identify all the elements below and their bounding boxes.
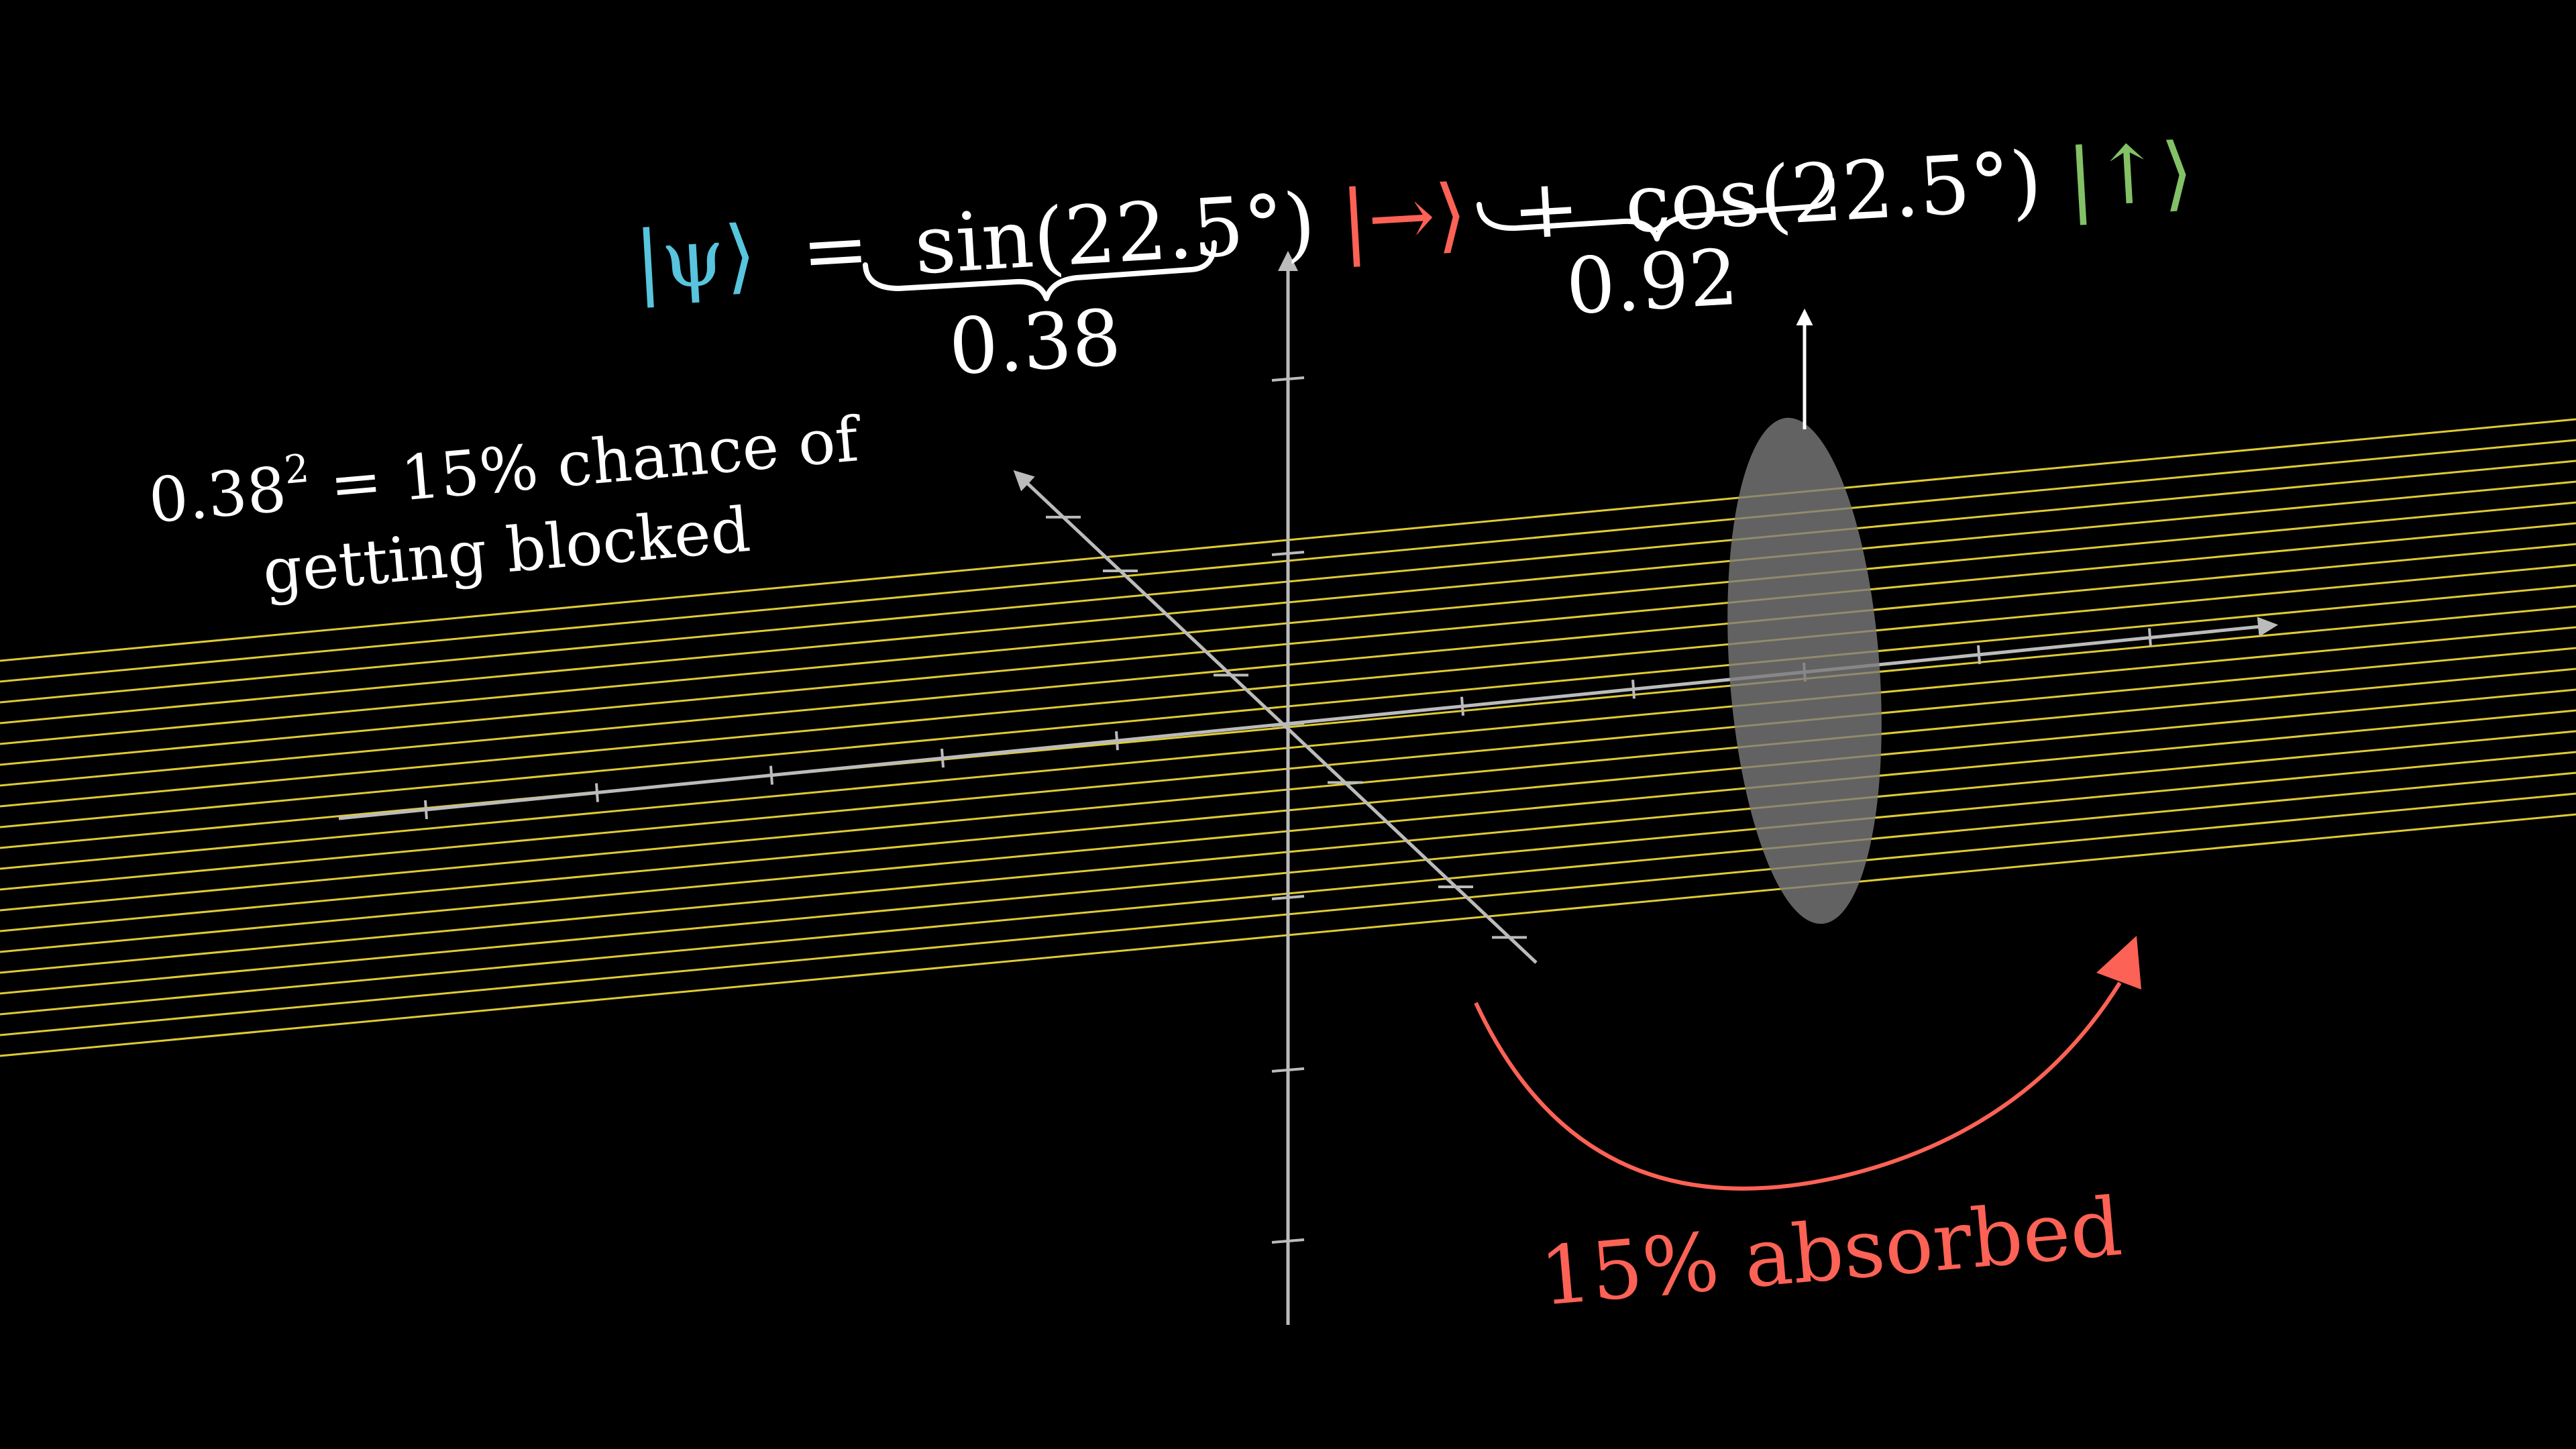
absorbed-label: 15% absorbed bbox=[1536, 1181, 2125, 1324]
note-suffix: = 15% chance of bbox=[307, 403, 865, 523]
rotation-arrow bbox=[1474, 981, 2122, 1191]
note-exponent: 2 bbox=[282, 445, 311, 493]
axis-tick bbox=[1271, 1067, 1305, 1073]
axis-tick bbox=[1977, 645, 1981, 665]
ket-right: |→⟩ bbox=[1338, 168, 1469, 268]
axis-tick bbox=[424, 800, 428, 820]
axis-tick bbox=[941, 749, 945, 768]
axis-ticks bbox=[424, 376, 2152, 1244]
axis-tick bbox=[1271, 551, 1305, 556]
superposition-equation: |ψ⟩ = sin(22.5°) |→⟩ + cos(22.5°) |↑⟩ bbox=[632, 125, 2196, 309]
svg-text:|ψ⟩ = sin(22.5°): |ψ⟩ = sin(22.5°) |→⟩ + cos(22.5°) |↑⟩ bbox=[632, 125, 2196, 309]
axis-tick bbox=[1460, 696, 1464, 716]
x-axis bbox=[338, 616, 2278, 820]
axis-tick bbox=[769, 765, 773, 785]
ket-up: |↑⟩ bbox=[2064, 125, 2195, 226]
z-axis bbox=[1013, 470, 1538, 964]
polarizing-filter bbox=[1727, 417, 1882, 924]
blocking-note: 0.382 = 15% chance of getting blocked bbox=[146, 403, 865, 608]
cos-value: 0.92 bbox=[1564, 233, 1740, 333]
axis-tick bbox=[1271, 895, 1305, 900]
axis-tick bbox=[1631, 680, 1635, 699]
cos-underbrace bbox=[1477, 177, 1835, 241]
axis-tick bbox=[1271, 722, 1305, 727]
note-prefix: 0.38 bbox=[146, 453, 289, 537]
axis-tick bbox=[2148, 628, 2152, 647]
axis-tick bbox=[1271, 1238, 1305, 1244]
coordinate-axes bbox=[338, 251, 2278, 1325]
equals-sign: = bbox=[799, 202, 871, 299]
sin-underbrace bbox=[863, 240, 1217, 301]
plus-sign: + bbox=[1509, 161, 1582, 258]
axis-tick bbox=[1271, 376, 1305, 382]
sin-term: sin(22.5°) bbox=[912, 176, 1318, 292]
axis-tick bbox=[1115, 731, 1119, 751]
cos-term: cos(22.5°) bbox=[1623, 134, 2045, 252]
rotation-arrow-head bbox=[2096, 936, 2141, 989]
axis-tick bbox=[595, 783, 599, 802]
ket-psi: |ψ⟩ bbox=[632, 209, 759, 309]
sin-value: 0.38 bbox=[947, 293, 1123, 393]
